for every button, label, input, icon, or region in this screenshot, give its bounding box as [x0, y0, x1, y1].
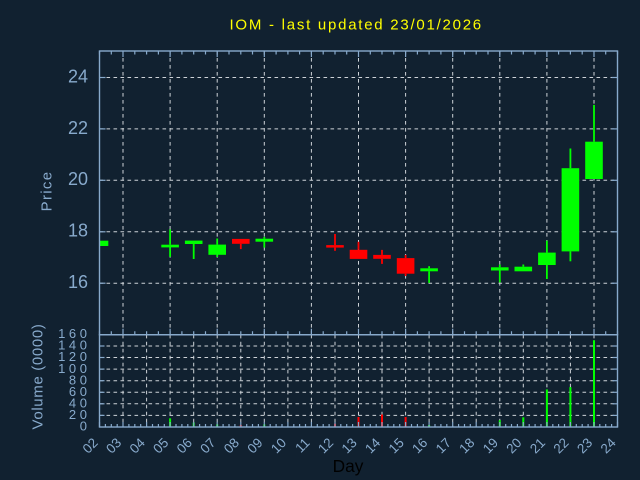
svg-text:0: 0 — [80, 419, 91, 434]
svg-text:IOM - last updated 23/01/2026: IOM - last updated 23/01/2026 — [230, 16, 483, 33]
svg-text:18: 18 — [68, 221, 88, 241]
svg-text:Volume (0000): Volume (0000) — [30, 323, 47, 429]
svg-text:40: 40 — [69, 396, 91, 411]
svg-text:160: 160 — [58, 326, 91, 341]
svg-text:Price: Price — [39, 171, 56, 212]
svg-text:Day: Day — [333, 456, 364, 476]
svg-text:140: 140 — [58, 338, 91, 353]
svg-text:24: 24 — [68, 66, 88, 86]
svg-text:20: 20 — [68, 169, 88, 189]
svg-text:100: 100 — [58, 361, 91, 376]
svg-text:80: 80 — [69, 372, 91, 387]
svg-text:20: 20 — [69, 407, 91, 422]
svg-text:22: 22 — [68, 118, 88, 138]
svg-text:120: 120 — [58, 349, 91, 364]
svg-text:16: 16 — [68, 272, 88, 292]
svg-text:60: 60 — [69, 384, 91, 399]
